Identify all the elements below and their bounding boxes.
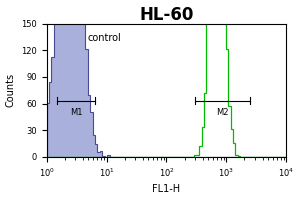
Text: M2: M2 [216, 108, 229, 117]
Text: M1: M1 [70, 108, 83, 117]
Y-axis label: Counts: Counts [6, 73, 16, 107]
X-axis label: FL1-H: FL1-H [152, 184, 181, 194]
Text: control: control [87, 33, 121, 43]
Title: HL-60: HL-60 [139, 6, 194, 24]
Polygon shape [46, 0, 286, 157]
